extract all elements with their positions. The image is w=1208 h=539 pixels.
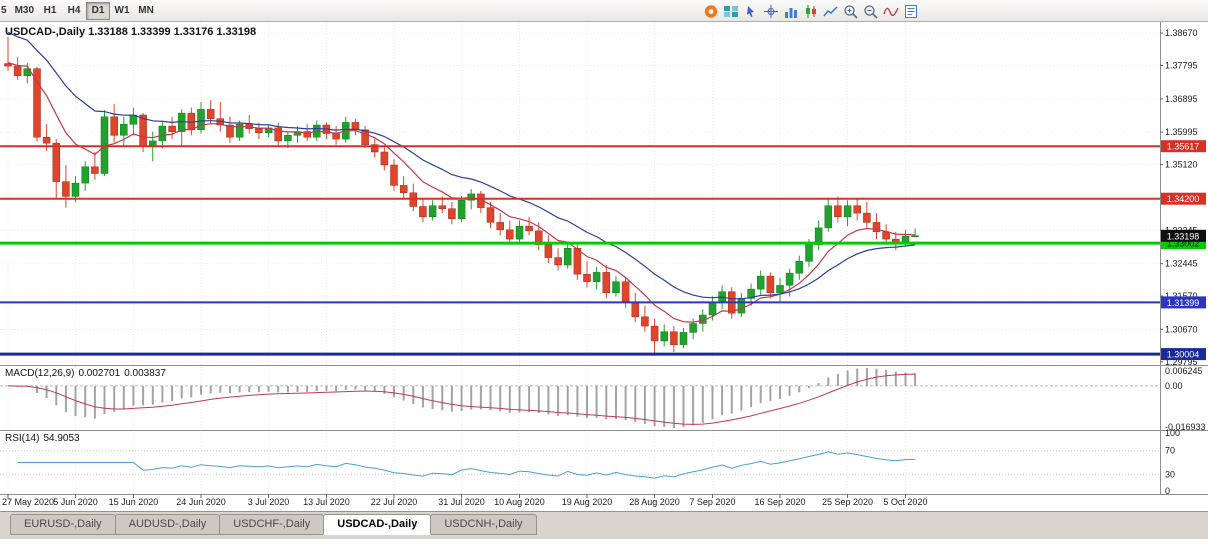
svg-text:15 Jun 2020: 15 Jun 2020 (109, 497, 159, 507)
svg-text:1.36895: 1.36895 (1165, 94, 1198, 104)
svg-text:1.33002: 1.33002 (1167, 239, 1200, 249)
svg-text:10 Aug 2020: 10 Aug 2020 (494, 497, 545, 507)
svg-text:1.29795: 1.29795 (1165, 357, 1198, 367)
chart-area: 1.38670 1.37795 1.36895 1.35995 1.35120 1.342… (0, 22, 1208, 511)
bar-chart-icon[interactable] (783, 4, 799, 19)
svg-text:1.37795: 1.37795 (1165, 61, 1198, 71)
tab-usdchf[interactable]: USDCHF-,Daily (219, 514, 325, 535)
zoom-out-icon[interactable] (863, 4, 879, 19)
indicators-icon[interactable] (883, 4, 899, 19)
svg-text:70: 70 (1165, 446, 1175, 456)
svg-text:19 Aug 2020: 19 Aug 2020 (562, 497, 613, 507)
svg-text:28 Aug 2020: 28 Aug 2020 (629, 497, 680, 507)
macd-label: MACD(12,26,9) 0.002701 0.003837 (5, 368, 166, 379)
price-chart[interactable]: 1.38670 1.37795 1.36895 1.35995 1.35120 1.342… (0, 22, 1208, 511)
rsi-label: RSI(14) 54.9053 (5, 433, 80, 444)
svg-text:1.34200: 1.34200 (1167, 194, 1200, 204)
tab-usdcad[interactable]: USDCAD-,Daily (323, 514, 432, 535)
zoom-in-icon[interactable] (843, 4, 859, 19)
svg-text:24 Jun 2020: 24 Jun 2020 (176, 497, 226, 507)
svg-text:13 Jul 2020: 13 Jul 2020 (303, 497, 350, 507)
candlestick-chart-icon[interactable] (803, 4, 819, 19)
line-chart-icon[interactable] (823, 4, 839, 19)
svg-text:-0.016933: -0.016933 (1165, 422, 1206, 432)
toolbar: 5 M30 H1 H4 D1 W1 MN (0, 0, 1208, 22)
crosshair-icon[interactable] (763, 4, 779, 19)
rsi-value: 54.9053 (43, 433, 80, 444)
svg-text:1.35120: 1.35120 (1165, 160, 1198, 170)
app-logo-icon[interactable] (703, 4, 719, 19)
svg-text:5 Oct 2020: 5 Oct 2020 (883, 497, 927, 507)
chart-symbol-period: USDCAD-,Daily (5, 26, 86, 38)
tab-usdcnh[interactable]: USDCNH-,Daily (430, 514, 537, 535)
templates-icon[interactable] (903, 4, 919, 19)
chart-symbol-ohlc: USDCAD-,Daily 1.33188 1.33399 1.33176 1.3319… (5, 26, 259, 38)
timeframe-mn[interactable]: MN (134, 2, 158, 20)
timeframe-m30[interactable]: M30 (11, 2, 38, 20)
svg-text:1.30004: 1.30004 (1167, 350, 1200, 360)
svg-text:1.31570: 1.31570 (1165, 291, 1198, 301)
timeframe-h1[interactable]: H1 (38, 2, 62, 20)
svg-text:100: 100 (1165, 428, 1180, 438)
macd-value-signal: 0.003837 (124, 368, 166, 379)
macd-value-main: 0.002701 (78, 368, 121, 379)
macd-title: MACD(12,26,9) (5, 368, 75, 379)
svg-text:1.32445: 1.32445 (1165, 259, 1198, 269)
chart-tabs-bar: EURUSD-,Daily AUDUSD-,Daily USDCHF-,Daily U… (0, 511, 1208, 539)
svg-text:1.33198: 1.33198 (1167, 231, 1200, 241)
cursor-icon[interactable] (743, 4, 759, 19)
svg-text:1.35617: 1.35617 (1167, 142, 1200, 152)
ohlc-close: 1.33198 (216, 26, 257, 38)
svg-text:31 Jul 2020: 31 Jul 2020 (438, 497, 485, 507)
tile-windows-icon[interactable] (723, 4, 739, 19)
toolbar-icons (703, 3, 919, 19)
svg-text:0.00: 0.00 (1165, 381, 1183, 391)
tab-audusd[interactable]: AUDUSD-,Daily (114, 514, 221, 535)
timeframe-5[interactable]: 5 (0, 2, 11, 20)
timeframe-d1[interactable]: D1 (86, 1, 111, 20)
svg-text:0: 0 (1165, 486, 1170, 496)
svg-text:1.30670: 1.30670 (1165, 324, 1198, 334)
ohlc-open: 1.33188 (88, 26, 128, 38)
tab-eurusd[interactable]: EURUSD-,Daily (10, 514, 116, 535)
timeframe-h4[interactable]: H4 (62, 2, 86, 20)
svg-text:1.38670: 1.38670 (1165, 28, 1198, 38)
timeframe-toolbar: 5 M30 H1 H4 D1 W1 MN (0, 0, 158, 22)
svg-text:0.006245: 0.006245 (1165, 366, 1203, 376)
svg-text:3 Jul 2020: 3 Jul 2020 (248, 497, 290, 507)
svg-text:16 Sep 2020: 16 Sep 2020 (754, 497, 805, 507)
svg-text:1.31399: 1.31399 (1167, 298, 1200, 308)
ohlc-low: 1.33176 (173, 26, 214, 38)
svg-text:27 May 2020: 27 May 2020 (2, 497, 54, 507)
svg-text:25 Sep 2020: 25 Sep 2020 (822, 497, 873, 507)
rsi-title: RSI(14) (5, 433, 40, 444)
timeframe-w1[interactable]: W1 (110, 2, 134, 20)
svg-text:22 Jul 2020: 22 Jul 2020 (371, 497, 418, 507)
svg-text:7 Sep 2020: 7 Sep 2020 (689, 497, 735, 507)
svg-text:5 Jun 2020: 5 Jun 2020 (53, 497, 98, 507)
svg-text:1.35995: 1.35995 (1165, 127, 1198, 137)
ohlc-high: 1.33399 (130, 26, 171, 38)
svg-text:30: 30 (1165, 469, 1175, 479)
